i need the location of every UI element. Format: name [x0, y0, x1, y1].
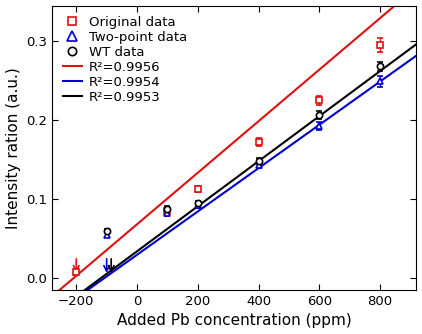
X-axis label: Added Pb concentration (ppm): Added Pb concentration (ppm) [117, 313, 352, 328]
Legend: Original data, Two-point data, WT data, R²=0.9956, R²=0.9954, R²=0.9953: Original data, Two-point data, WT data, … [59, 12, 191, 108]
Y-axis label: Intensity ration (a.u.): Intensity ration (a.u.) [5, 67, 21, 229]
